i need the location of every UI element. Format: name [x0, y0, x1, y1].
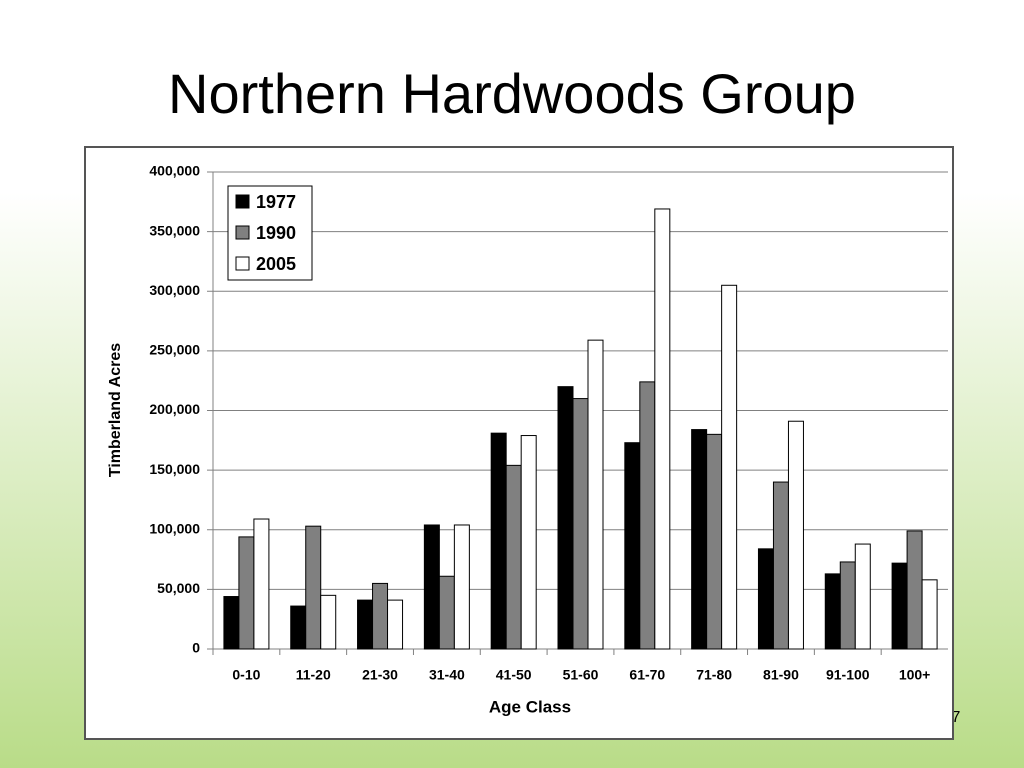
- bar: [557, 386, 574, 650]
- bar: [721, 284, 738, 650]
- legend-label: 2005: [256, 254, 296, 274]
- bar: [757, 548, 774, 650]
- y-tick-label: 150,000: [149, 461, 200, 477]
- bar: [691, 429, 708, 650]
- bar: [921, 579, 938, 650]
- bar: [639, 381, 656, 650]
- bar: [490, 432, 507, 650]
- bar: [505, 464, 522, 650]
- y-tick-label: 300,000: [149, 282, 200, 298]
- bar: [706, 433, 723, 650]
- bar: [387, 599, 404, 650]
- x-tick-label: 41-50: [496, 667, 532, 683]
- slide-number: 7: [952, 709, 961, 726]
- legend-swatch: [235, 256, 250, 271]
- bar: [253, 518, 270, 650]
- y-tick-label: 350,000: [149, 222, 200, 238]
- bar: [520, 435, 537, 650]
- x-tick-label: 51-60: [563, 667, 599, 683]
- bar: [357, 599, 374, 650]
- bar: [372, 582, 389, 650]
- bar: [587, 339, 604, 650]
- x-tick-label: 91-100: [826, 667, 870, 683]
- x-tick-label: 61-70: [629, 667, 665, 683]
- y-tick-label: 250,000: [149, 342, 200, 358]
- slide-title: Northern Hardwoods Group: [168, 62, 856, 125]
- bar: [438, 575, 455, 650]
- x-tick-label: 100+: [899, 667, 931, 683]
- bar: [891, 562, 908, 650]
- bar: [572, 398, 589, 650]
- y-tick-label: 400,000: [149, 163, 200, 179]
- bar: [624, 442, 641, 650]
- bar: [223, 596, 240, 650]
- bar: [824, 573, 841, 650]
- bar: [238, 536, 255, 650]
- bar: [772, 481, 789, 650]
- bar: [906, 530, 923, 650]
- bar: [320, 594, 337, 650]
- y-axis-label: Timberland Acres: [107, 343, 124, 477]
- x-tick-label: 21-30: [362, 667, 398, 683]
- bar: [839, 561, 856, 650]
- x-tick-label: 71-80: [696, 667, 732, 683]
- legend-label: 1977: [256, 192, 296, 212]
- x-tick-label: 0-10: [232, 667, 260, 683]
- x-tick-label: 11-20: [296, 667, 331, 683]
- legend-swatch: [235, 225, 250, 240]
- bar: [290, 605, 307, 650]
- x-tick-label: 81-90: [763, 667, 799, 683]
- legend-label: 1990: [256, 223, 296, 243]
- x-tick-label: 31-40: [429, 667, 465, 683]
- x-axis-label: Age Class: [489, 697, 571, 716]
- bar: [787, 420, 804, 650]
- bar: [423, 524, 440, 650]
- y-tick-label: 100,000: [149, 520, 200, 536]
- bar: [305, 525, 322, 650]
- chart-frame: [84, 146, 954, 740]
- legend-swatch: [235, 194, 250, 209]
- bar: [854, 543, 871, 650]
- bar: [654, 208, 671, 650]
- y-tick-label: 200,000: [149, 401, 200, 417]
- y-tick-label: 0: [192, 640, 200, 656]
- y-tick-label: 50,000: [157, 580, 200, 596]
- bar: [453, 524, 470, 650]
